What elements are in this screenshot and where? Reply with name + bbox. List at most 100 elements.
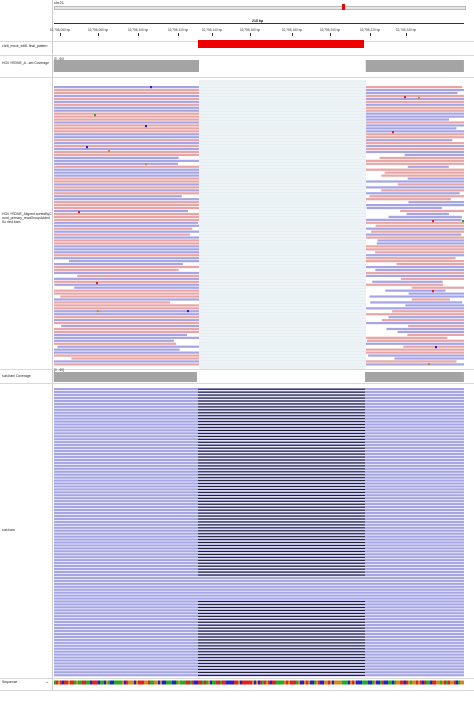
read-right xyxy=(384,171,464,174)
read-left xyxy=(54,236,199,239)
read-right xyxy=(394,357,464,360)
deletion-line xyxy=(198,447,365,449)
panel-divider[interactable] xyxy=(52,0,53,690)
deletion-line xyxy=(198,627,365,629)
ruler-tick-label: 32,755,060 bp xyxy=(49,28,71,32)
deletion-line xyxy=(198,610,365,611)
read-right xyxy=(411,298,450,301)
deletion-line xyxy=(198,515,365,517)
coverage2-histogram[interactable] xyxy=(0,368,474,382)
read-left xyxy=(54,245,199,248)
chromosome-ideogram[interactable] xyxy=(54,6,466,10)
deletion-line xyxy=(198,421,365,423)
ruler-tick-label: 32,755,100 bp xyxy=(127,28,149,32)
strand-arrow-icon[interactable]: → xyxy=(44,679,49,685)
deletion-line xyxy=(198,503,365,505)
read-right xyxy=(392,310,464,313)
alignment2-reads[interactable] xyxy=(0,386,474,678)
alignment1-track-label[interactable]: HG0 YRDNE_Aligned.sortedByCoord_primary_… xyxy=(2,212,52,224)
read-right xyxy=(366,150,464,154)
deletion-line xyxy=(198,388,365,390)
read-right xyxy=(401,277,464,280)
read-right xyxy=(366,136,464,139)
read-right xyxy=(396,263,464,266)
read-left xyxy=(54,115,199,118)
deletion-line xyxy=(198,394,365,396)
read-left xyxy=(54,162,178,165)
scale-label: 215 bp xyxy=(252,19,264,23)
read-left xyxy=(54,316,199,319)
read-right xyxy=(408,292,464,295)
deletion-line xyxy=(198,613,365,614)
deletion-line xyxy=(198,497,365,499)
deletion-line xyxy=(198,648,365,650)
deletion-line xyxy=(198,618,365,620)
mismatch-base xyxy=(435,346,437,349)
deletion-line xyxy=(198,400,365,402)
alignment2-track-label[interactable]: sub.bam xyxy=(2,528,16,532)
read-left xyxy=(54,239,199,242)
read-left xyxy=(54,298,199,301)
coverage1-track-label[interactable]: HG0 YRDNE_A...am Coverage xyxy=(2,61,50,65)
deletion-line xyxy=(198,509,365,511)
read-left xyxy=(54,348,180,351)
read-left xyxy=(54,330,199,334)
read-left xyxy=(54,124,199,127)
mismatch-base xyxy=(96,282,98,285)
read-left xyxy=(54,150,199,154)
read-left xyxy=(54,142,199,145)
read-right xyxy=(366,360,457,363)
coverage2-data-range: [0 - 60] xyxy=(54,368,64,372)
coverage2-track-label[interactable]: sub.bam Coverage xyxy=(2,374,31,378)
coverage1-histogram[interactable] xyxy=(0,56,474,76)
read-row xyxy=(54,579,464,582)
deletion-line xyxy=(198,500,365,502)
read-left xyxy=(54,91,199,95)
read-right xyxy=(407,177,464,180)
coverage2-right-block xyxy=(365,372,464,382)
read-left xyxy=(54,263,183,266)
deletion-line xyxy=(198,474,365,476)
read-right xyxy=(366,265,464,269)
deletion-line xyxy=(198,548,365,549)
reference-sequence-bar[interactable] xyxy=(0,680,474,686)
read-right xyxy=(397,183,464,186)
deletion-line xyxy=(198,397,365,399)
read-right xyxy=(366,142,464,145)
bed-track-label[interactable]: chr6_mock_edit1 final_pattern xyxy=(2,44,48,48)
read-left xyxy=(54,271,199,275)
deletion-line xyxy=(198,542,365,543)
deletion-line xyxy=(198,409,365,411)
read-right xyxy=(377,239,464,242)
read-right xyxy=(408,324,464,328)
deletion-line xyxy=(198,527,365,529)
read-right xyxy=(366,227,464,230)
deletion-line xyxy=(198,604,365,605)
deletion-line xyxy=(198,430,365,431)
deletion-line xyxy=(198,559,365,561)
read-left xyxy=(74,286,199,289)
read-right xyxy=(370,301,463,304)
read-right xyxy=(397,330,464,334)
coverage2-left-block xyxy=(54,372,197,382)
deletion-line xyxy=(198,639,365,641)
read-left xyxy=(54,86,199,89)
read-left xyxy=(54,333,188,336)
alignment1-reads[interactable] xyxy=(0,80,474,370)
read-left xyxy=(54,218,199,221)
mismatch-base xyxy=(94,114,96,117)
read-left xyxy=(60,295,200,298)
read-left xyxy=(57,345,199,348)
bed-feature[interactable] xyxy=(198,40,364,48)
ruler-tick xyxy=(98,33,99,36)
deletion-line xyxy=(198,406,365,408)
ruler-tick-label: 32,755,240 bp xyxy=(395,28,417,32)
read-right xyxy=(366,118,449,121)
read-left xyxy=(54,227,193,230)
read-row xyxy=(54,588,464,591)
read-left xyxy=(54,354,199,357)
sequence-track-label[interactable]: Sequence xyxy=(2,680,18,684)
read-row xyxy=(54,591,464,594)
deletion-line xyxy=(198,554,365,555)
read-right xyxy=(366,192,460,195)
